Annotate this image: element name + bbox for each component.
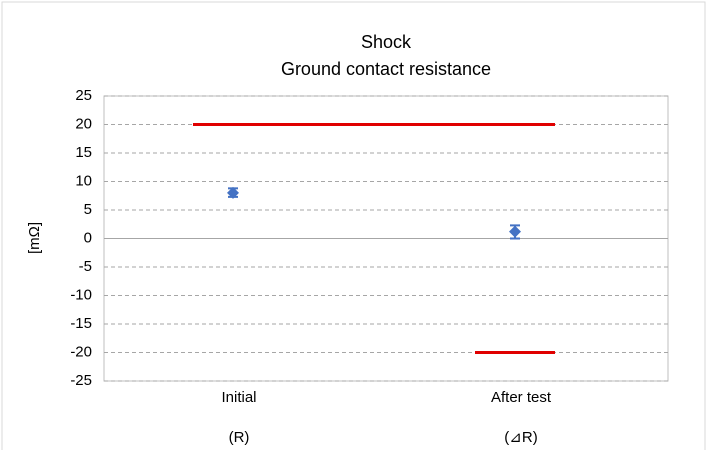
marker bbox=[227, 186, 239, 199]
x-tick-label: Initial bbox=[221, 389, 256, 406]
y-tick-label: 10 bbox=[75, 172, 92, 189]
marker bbox=[509, 225, 521, 238]
x-tick-sublabel: (⊿R) bbox=[504, 429, 537, 446]
y-tick-label: -15 bbox=[70, 315, 92, 332]
y-tick-label: -5 bbox=[79, 258, 92, 275]
y-tick-label: 15 bbox=[75, 144, 92, 161]
x-tick-label: After test bbox=[491, 389, 552, 406]
y-tick-label: -25 bbox=[70, 372, 92, 389]
y-tick-label: 0 bbox=[84, 229, 92, 246]
chart-title: Shock bbox=[361, 32, 412, 52]
y-tick-label: 5 bbox=[84, 201, 92, 218]
y-tick-label: -10 bbox=[70, 286, 92, 303]
x-tick-sublabel: (R) bbox=[229, 429, 250, 446]
y-axis-label: [mΩ] bbox=[26, 222, 43, 254]
y-tick-label: 20 bbox=[75, 115, 92, 132]
chart-subtitle: Ground contact resistance bbox=[281, 59, 491, 79]
y-tick-label: -20 bbox=[70, 343, 92, 360]
y-tick-label: 25 bbox=[75, 87, 92, 104]
